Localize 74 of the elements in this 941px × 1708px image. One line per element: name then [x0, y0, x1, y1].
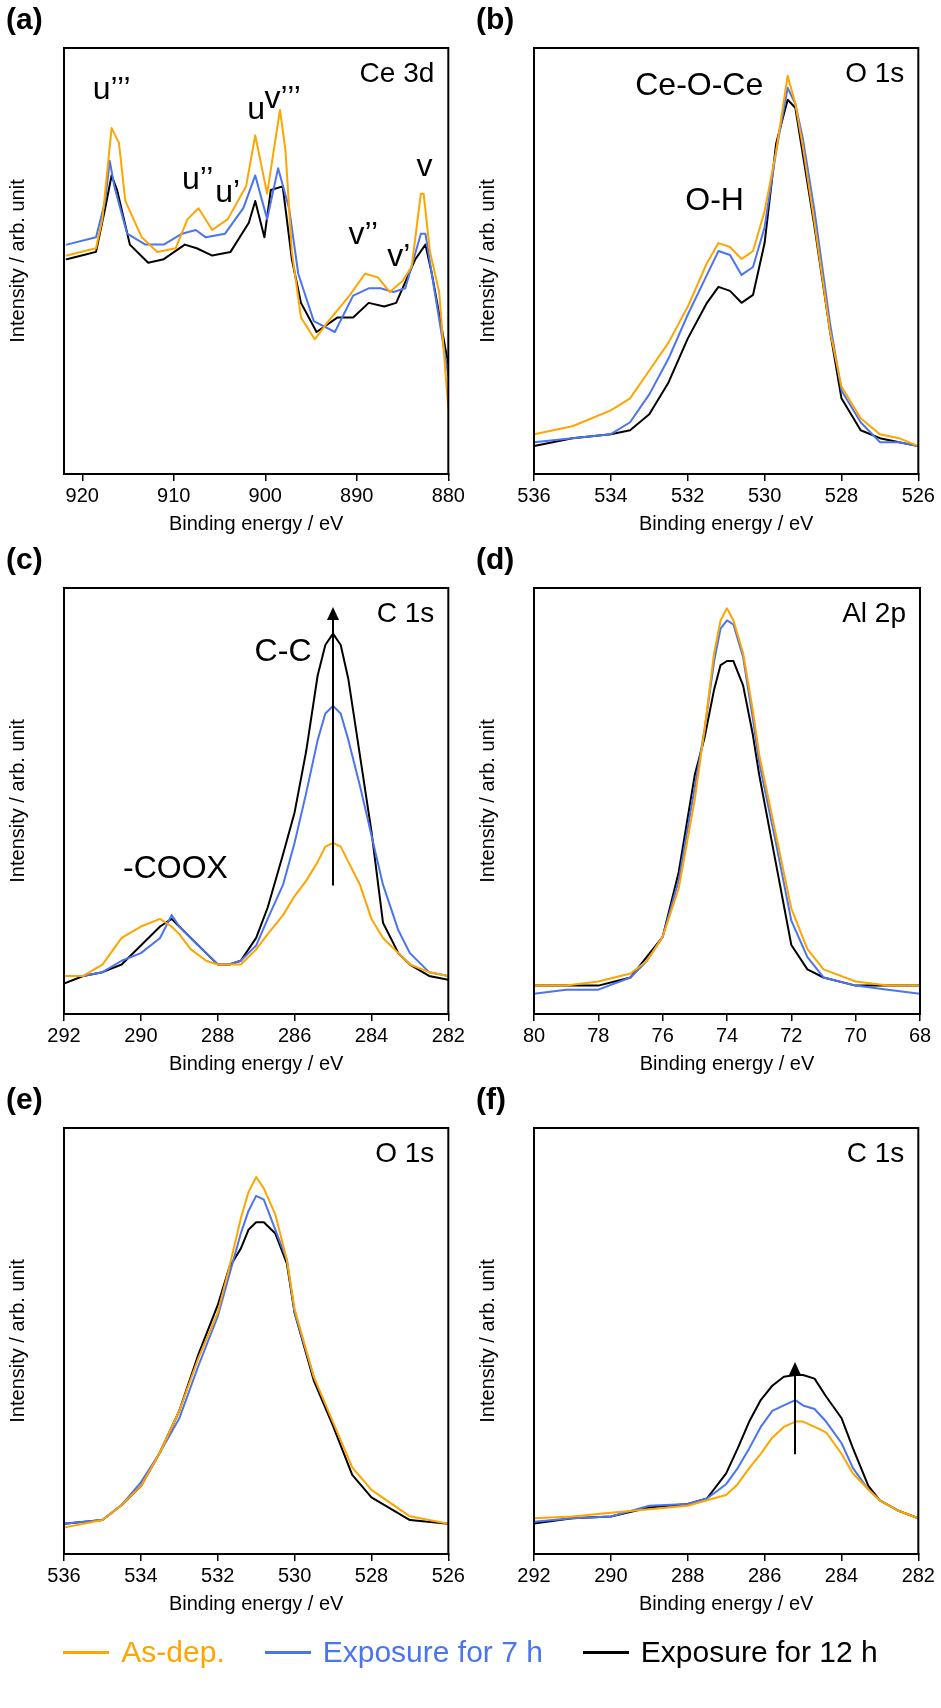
x-tick-label: 282 [901, 1563, 935, 1586]
x-tick-label: 78 [587, 1023, 610, 1046]
x-tick-label: 526 [431, 1563, 465, 1586]
x-axis-title: Binding energy / eV [168, 1051, 345, 1074]
annotation: Ce-O-Ce [635, 66, 764, 103]
x-axis-title: Binding energy / eV [168, 1591, 345, 1614]
x-tick-label: 532 [671, 483, 705, 506]
chart-title: (f) [476, 1082, 506, 1116]
x-axis-title: Binding energy / eV [639, 1051, 815, 1074]
y-axis-title: Intensity / arb. unit [475, 718, 498, 883]
x-tick-label: 292 [517, 1563, 551, 1586]
x-tick-label: 536 [517, 483, 551, 506]
x-tick-label: 910 [157, 483, 191, 506]
annotation: C-C [254, 631, 312, 668]
x-tick-label: 284 [354, 1023, 389, 1046]
x-tick-label: 528 [354, 1563, 389, 1586]
x-tick-label: 288 [671, 1563, 705, 1586]
x-tick-label: 288 [201, 1023, 235, 1046]
x-tick-label: 890 [340, 483, 374, 506]
x-tick-label: 534 [594, 483, 628, 506]
x-tick-label: 74 [715, 1023, 739, 1046]
legend-label: Exposure for 7 h [322, 1634, 543, 1670]
x-tick-label: 530 [277, 1563, 312, 1586]
annotation: u’’ [182, 159, 214, 196]
text: C 1s [376, 596, 435, 628]
annotation: v [416, 147, 433, 184]
text: u’’’ [92, 70, 131, 107]
x-tick-label: 284 [824, 1563, 859, 1586]
chart-title: (a) [6, 2, 43, 36]
legend-label: Exposure for 12 h [640, 1634, 878, 1670]
x-tick-label: 290 [594, 1563, 628, 1586]
x-tick-label: 880 [431, 483, 465, 506]
annotation: v’’’ [264, 78, 301, 115]
x-tick-label: 536 [47, 1563, 81, 1586]
legend-label: As-dep. [121, 1634, 225, 1670]
x-tick-label: 70 [844, 1023, 867, 1046]
x-tick-label: 534 [124, 1563, 158, 1586]
x-tick-label: 530 [747, 483, 782, 506]
chart-title: (e) [6, 1082, 43, 1116]
annotation: O 1s [845, 56, 905, 88]
x-tick-label: 526 [901, 483, 935, 506]
text: O 1s [375, 1136, 435, 1168]
y-axis-title: Intensity / arb. unit [5, 718, 28, 883]
annotation: -COOX [123, 848, 228, 885]
annotation: u’ [215, 172, 241, 209]
x-tick-label: 286 [277, 1023, 312, 1046]
text: Ce 3d [359, 56, 435, 88]
x-axis-title: Binding energy / eV [168, 511, 345, 534]
x-tick-label: 76 [651, 1023, 674, 1046]
x-tick-label: 286 [747, 1563, 782, 1586]
x-tick-label: 282 [431, 1023, 465, 1046]
x-tick-label: 68 [908, 1023, 932, 1046]
x-tick-label: 528 [824, 483, 859, 506]
x-tick-label: 900 [248, 483, 282, 506]
x-tick-label: 920 [65, 483, 99, 506]
x-tick-label: 532 [201, 1563, 235, 1586]
text: C 1s [846, 1136, 905, 1168]
annotation: v’ [387, 236, 411, 273]
x-axis-title: Binding energy / eV [638, 511, 815, 534]
annotation: Al 2p [842, 596, 906, 628]
chart-title: (b) [476, 2, 515, 36]
y-axis-title: Intensity / arb. unit [5, 1258, 28, 1423]
chart-title: (c) [6, 542, 43, 576]
x-axis-title: Binding energy / eV [638, 1591, 815, 1614]
x-tick-label: 292 [47, 1023, 81, 1046]
x-tick-label: 80 [522, 1023, 546, 1046]
y-axis-title: Intensity / arb. unit [475, 178, 498, 343]
y-axis-title: Intensity / arb. unit [5, 178, 28, 343]
x-tick-label: 72 [780, 1023, 803, 1046]
annotation: O-H [685, 181, 744, 218]
x-tick-label: 290 [124, 1023, 158, 1046]
chart-title: (d) [476, 542, 515, 576]
annotation: v’’ [348, 215, 379, 252]
y-axis-title: Intensity / arb. unit [475, 1258, 498, 1423]
